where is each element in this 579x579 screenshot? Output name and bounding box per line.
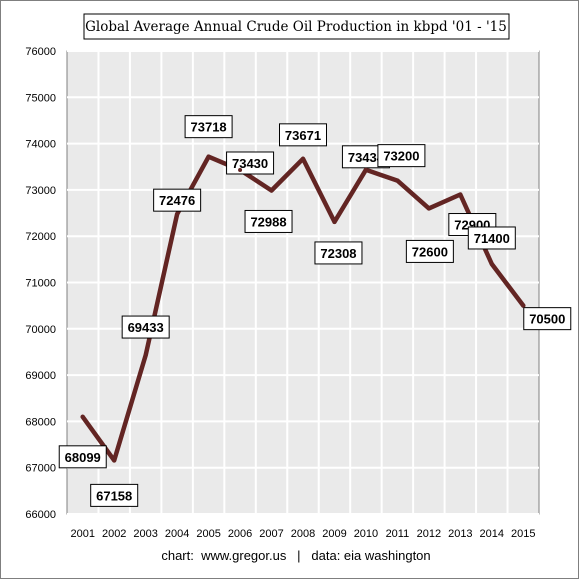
x-tick-label: 2006 <box>228 528 252 540</box>
data-point <box>112 458 117 463</box>
data-label: 70500 <box>523 307 572 331</box>
x-tick-label: 2012 <box>417 528 441 540</box>
data-point <box>458 192 463 197</box>
data-point <box>521 303 526 308</box>
x-tick-label: 2014 <box>480 528 504 540</box>
y-tick-label: 76000 <box>25 46 56 58</box>
y-tick-label: 66000 <box>25 509 56 521</box>
data-label: 67158 <box>90 483 139 507</box>
svg-text:69433: 69433 <box>128 320 164 335</box>
data-point <box>206 154 211 159</box>
x-tick-label: 2008 <box>291 528 315 540</box>
x-tick-label: 2002 <box>102 528 126 540</box>
svg-text:73671: 73671 <box>285 128 321 143</box>
y-tick-label: 75000 <box>25 92 56 104</box>
x-tick-label: 2010 <box>354 528 378 540</box>
svg-text:71400: 71400 <box>474 231 510 246</box>
data-point <box>395 178 400 183</box>
data-label: 72600 <box>405 239 454 263</box>
x-axis-ticks: 2001 2002 2003 2004 2005 2006 2007 2008 2009 2010… <box>70 528 535 540</box>
svg-text:67158: 67158 <box>96 488 132 503</box>
svg-text:73430: 73430 <box>232 156 268 171</box>
y-tick-label: 74000 <box>25 139 56 151</box>
data-label: 72988 <box>244 209 293 233</box>
data-label: 73200 <box>377 144 426 168</box>
x-tick-label: 2004 <box>165 528 189 540</box>
svg-text:70500: 70500 <box>529 312 565 327</box>
data-point <box>175 212 180 217</box>
data-label: 72476 <box>153 188 202 212</box>
x-tick-label: 2015 <box>511 528 535 540</box>
svg-text:72988: 72988 <box>250 214 286 229</box>
data-labels: 68099 67158 69433 72476 73718 73430 72988 73671… <box>58 115 572 507</box>
y-tick-label: 69000 <box>25 370 56 382</box>
data-label: 69433 <box>121 315 170 339</box>
data-point <box>80 414 85 419</box>
data-label: 68099 <box>58 445 107 469</box>
y-tick-label: 68000 <box>25 416 56 428</box>
svg-text:73434: 73434 <box>348 150 385 165</box>
chart-title-box: Global Average Annual Crude Oil Producti… <box>83 13 510 40</box>
x-tick-label: 2011 <box>386 528 410 540</box>
y-tick-label: 67000 <box>25 463 56 475</box>
y-tick-label: 72000 <box>25 231 56 243</box>
data-point <box>332 219 337 224</box>
data-point <box>143 353 148 358</box>
y-tick-label: 71000 <box>25 278 56 290</box>
y-tick-label: 70000 <box>25 324 56 336</box>
data-point <box>426 206 431 211</box>
data-point <box>363 167 368 172</box>
x-tick-label: 2007 <box>259 528 283 540</box>
chart-title: Global Average Annual Crude Oil Producti… <box>85 19 507 35</box>
data-point <box>301 156 305 161</box>
data-label: 71400 <box>467 226 516 250</box>
data-label: 73718 <box>184 115 233 139</box>
data-point <box>489 261 494 266</box>
data-label: 73671 <box>279 123 327 147</box>
y-tick-label: 73000 <box>25 185 56 197</box>
svg-text:68099: 68099 <box>65 450 101 465</box>
x-tick-label: 2003 <box>133 528 157 540</box>
x-tick-label: 2013 <box>448 528 472 540</box>
svg-text:72600: 72600 <box>412 244 448 259</box>
x-tick-label: 2001 <box>70 528 94 540</box>
svg-text:73718: 73718 <box>191 120 227 135</box>
x-tick-label: 2005 <box>196 528 220 540</box>
data-label: 73430 <box>226 151 275 175</box>
chart-footer: chart: www.gregor.us | data: eia washing… <box>161 548 430 563</box>
y-axis-ticks: 66000 67000 68000 69000 70000 71000 72000 73000… <box>25 46 56 521</box>
x-tick-label: 2009 <box>322 528 346 540</box>
data-point <box>238 167 243 172</box>
svg-text:73200: 73200 <box>383 149 419 164</box>
svg-text:72476: 72476 <box>159 193 195 208</box>
data-point <box>269 188 274 193</box>
svg-text:72308: 72308 <box>320 246 356 261</box>
data-label: 72308 <box>314 241 363 265</box>
